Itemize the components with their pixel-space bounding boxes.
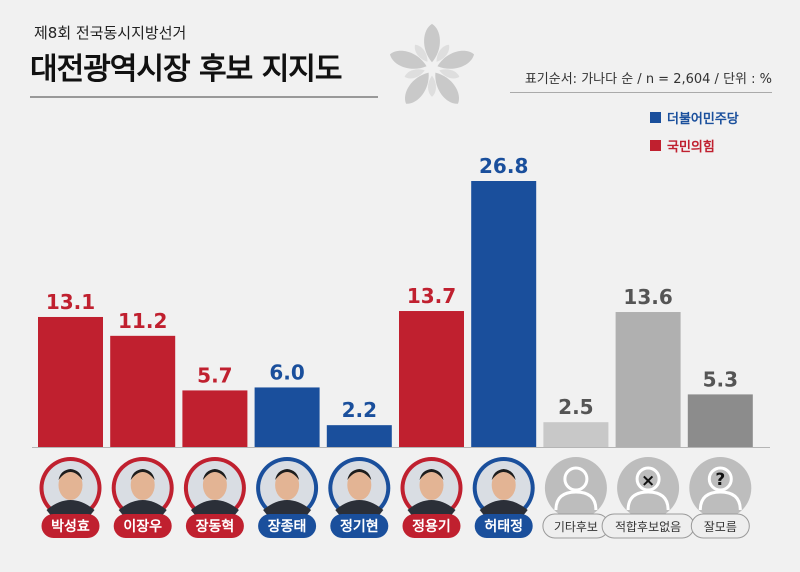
- avatar-suit: [335, 500, 384, 515]
- category-label: 정기현: [340, 518, 379, 535]
- avatar-hair: [58, 469, 83, 480]
- bar: [38, 316, 103, 447]
- candidate-avatar: [111, 457, 174, 519]
- bar: [110, 335, 176, 447]
- avatar-face: [202, 470, 227, 500]
- person-head: [635, 466, 661, 492]
- data-label: 26.8: [479, 154, 528, 178]
- question-mark-icon: ?: [715, 470, 725, 490]
- category-label: 잘모름: [704, 520, 737, 534]
- avatar-suit: [263, 500, 312, 515]
- avatar-face: [58, 470, 83, 500]
- name-pill: [690, 513, 750, 539]
- flower-logo-icon: [390, 23, 474, 104]
- avatar-hair: [130, 469, 155, 480]
- category-label: 장동혁: [196, 518, 235, 535]
- data-label: 13.6: [623, 285, 672, 309]
- candidate-avatar: [400, 457, 463, 519]
- bar: [687, 394, 753, 447]
- data-label: 5.7: [197, 363, 232, 387]
- category-label: 정용기: [412, 518, 451, 535]
- avatar-hair: [491, 469, 516, 480]
- category-label: 박성효: [51, 518, 90, 535]
- category-label: 기타후보: [554, 520, 598, 534]
- candidate-avatar: [328, 457, 391, 519]
- person-avatar-icon: ×: [617, 457, 680, 519]
- name-pill: [41, 514, 100, 538]
- avatar-ring: [689, 457, 752, 519]
- legend-label: 더불어민주당: [667, 112, 739, 127]
- candidate-avatar: [256, 457, 319, 519]
- avatar-face: [347, 470, 372, 500]
- bar: [543, 422, 609, 447]
- data-label: 11.2: [118, 309, 167, 333]
- data-label: 13.1: [46, 290, 95, 314]
- avatar-hair: [419, 469, 444, 480]
- avatar-suit: [407, 500, 456, 515]
- legend-item-ppp: 국민의힘: [650, 136, 739, 155]
- name-pill: [330, 514, 389, 538]
- name-pill: [474, 514, 533, 538]
- title-divider: [30, 96, 378, 98]
- bar: [471, 181, 537, 447]
- name-pill: [258, 514, 317, 538]
- person-head: [563, 466, 589, 492]
- category-label: 이장우: [123, 518, 162, 535]
- avatar-suit: [118, 500, 167, 515]
- category-label: 장종태: [268, 518, 307, 535]
- avatar-suit: [190, 500, 239, 515]
- candidate-avatar: [183, 457, 246, 519]
- avatar-suit: [479, 500, 528, 515]
- avatar-suit: [46, 500, 95, 515]
- x-mark-icon: ×: [641, 471, 655, 491]
- chart-legend: 더불어민주당 국민의힘: [650, 108, 739, 164]
- person-avatar-icon: ?: [689, 457, 752, 519]
- chart-title: 대전광역시장 후보 지지도: [30, 52, 342, 87]
- avatar-face: [491, 470, 516, 500]
- avatar-face: [130, 470, 155, 500]
- bar: [182, 390, 248, 447]
- avatar-face: [275, 470, 300, 500]
- data-label: 13.7: [407, 284, 456, 308]
- person-head: [707, 466, 733, 492]
- avatar-hair: [275, 469, 300, 480]
- bar: [254, 387, 320, 447]
- legend-item-democratic: 더불어민주당: [650, 108, 739, 127]
- category-label: 허태정: [484, 518, 523, 535]
- name-pill: [113, 514, 172, 538]
- candidate-avatar: [39, 457, 102, 519]
- person-body: [554, 490, 598, 511]
- person-body: [626, 490, 670, 511]
- survey-meta: 표기순서: 가나다 순 / n = 2,604 / 단위 : %: [524, 72, 772, 87]
- name-pill: [185, 514, 244, 538]
- person-avatar-icon: [544, 457, 607, 519]
- bar: [399, 311, 464, 447]
- avatar-hair: [202, 469, 227, 480]
- avatar-ring: [544, 457, 607, 519]
- avatar-hair: [347, 469, 372, 480]
- data-label: 2.5: [558, 395, 593, 419]
- legend-label: 국민의힘: [667, 140, 715, 155]
- category-label: 적합후보없음: [615, 520, 681, 534]
- data-label: 5.3: [703, 367, 738, 391]
- meta-divider: [510, 92, 772, 93]
- avatar-face: [419, 470, 444, 500]
- data-label: 2.2: [342, 398, 377, 422]
- avatar-ring: [617, 457, 680, 519]
- bar: [615, 312, 681, 447]
- candidate-avatar: [472, 457, 535, 519]
- chart-subtitle: 제8회 전국동시지방선거: [34, 24, 187, 42]
- legend-swatch-red: [650, 140, 661, 151]
- person-body: [698, 490, 742, 511]
- legend-swatch-blue: [650, 112, 661, 123]
- data-label: 6.0: [269, 360, 304, 384]
- bar: [326, 425, 392, 447]
- name-pill: [402, 514, 461, 538]
